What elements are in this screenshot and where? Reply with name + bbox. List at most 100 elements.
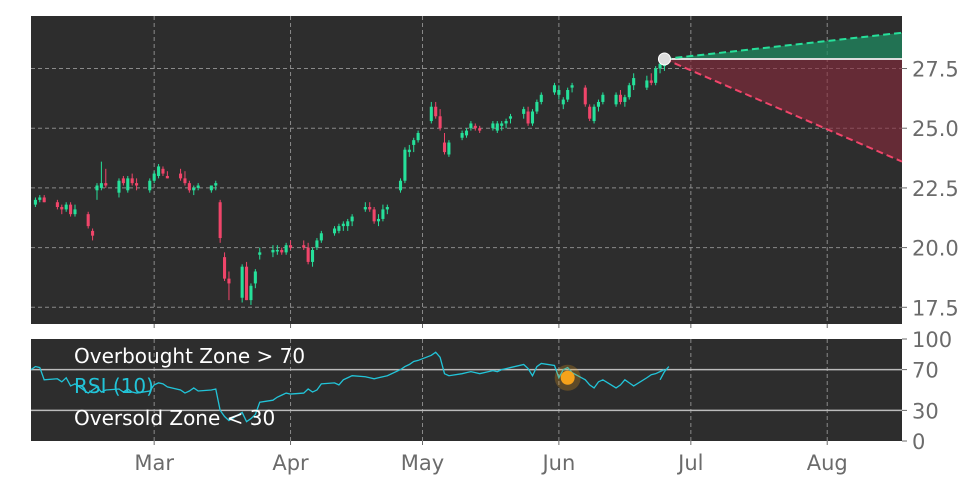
candle-body: [192, 187, 196, 191]
candle: [310, 247, 315, 267]
candle: [429, 101, 433, 124]
candle: [306, 242, 310, 265]
candle: [623, 94, 627, 107]
candle: [478, 125, 482, 133]
candle-body: [403, 149, 407, 181]
candle-body: [332, 228, 337, 234]
candle-body: [508, 116, 513, 119]
candle: [99, 161, 103, 191]
candle-body: [126, 178, 130, 191]
candle: [148, 178, 152, 193]
candle-body: [460, 132, 464, 138]
candle-body: [363, 207, 367, 210]
candle: [645, 75, 649, 91]
rsi-lines: [30, 351, 670, 423]
x-tick-label: May: [401, 451, 444, 475]
candle: [332, 226, 337, 236]
rsi-annotations: Overbought Zone > 70 RSI (10) Oversold Z…: [74, 344, 305, 430]
candle-body: [469, 123, 473, 129]
candle-body: [99, 183, 103, 188]
candle-body: [500, 123, 504, 126]
candle: [55, 199, 59, 210]
candle: [618, 90, 623, 105]
candle: [363, 202, 367, 212]
rsi-y-tick-label: 100: [912, 328, 952, 352]
candle: [592, 104, 596, 124]
candle: [104, 168, 108, 188]
oversold-zone-label: Oversold Zone < 30: [74, 406, 275, 430]
candle-body: [618, 94, 623, 102]
candle: [385, 204, 389, 215]
candle-body: [632, 78, 636, 86]
candle-body: [310, 249, 315, 262]
candle-body: [319, 233, 323, 241]
rsi-marker: [560, 370, 575, 385]
candle-body: [412, 140, 416, 145]
x-tick-label: Aug: [807, 451, 848, 475]
x-tick-label: Mar: [134, 451, 174, 475]
candle: [614, 92, 618, 107]
x-tick-label: Jun: [540, 451, 575, 475]
candle: [381, 204, 385, 222]
candle-body: [271, 249, 275, 253]
candle-body: [302, 245, 306, 248]
candle-body: [275, 249, 279, 252]
candle: [42, 195, 46, 203]
candle: [196, 183, 200, 191]
candle-body: [447, 142, 451, 155]
candle-body: [306, 247, 310, 262]
candle-body: [491, 123, 495, 129]
candle: [447, 140, 451, 157]
candle: [218, 199, 222, 243]
candle: [135, 178, 139, 191]
candle-body: [253, 271, 257, 284]
candle: [438, 109, 442, 131]
candle: [227, 271, 231, 301]
candle: [240, 264, 244, 303]
candle-body: [561, 99, 565, 105]
candle: [192, 185, 196, 196]
candle: [508, 113, 513, 124]
candle: [126, 175, 130, 193]
candle-body: [381, 209, 385, 219]
candle: [539, 92, 543, 105]
candle: [38, 195, 42, 203]
lower-projection-line: [664, 58, 903, 163]
candle: [319, 230, 323, 243]
candle-body: [570, 85, 574, 88]
candle: [530, 109, 535, 126]
candle: [271, 245, 275, 258]
candle-body: [645, 80, 649, 88]
candle: [64, 202, 68, 212]
rsi-y-axis: 0 30 70 100: [902, 328, 952, 454]
candle-body: [535, 101, 539, 112]
candle-body: [596, 101, 601, 107]
candle-body: [240, 266, 244, 298]
candle-body: [539, 94, 543, 102]
candle-body: [376, 218, 381, 222]
candle: [491, 121, 495, 131]
rsi-gridlines: [31, 339, 902, 441]
candle: [570, 82, 574, 93]
candle-body: [179, 173, 183, 179]
candle-body: [95, 185, 99, 191]
candle-body: [438, 116, 442, 129]
candle: [535, 99, 539, 114]
candle: [583, 85, 587, 107]
candle: [130, 173, 134, 186]
candle: [416, 130, 420, 143]
candle: [376, 214, 381, 227]
price-y-tick-label: 20.0: [912, 237, 959, 261]
candle-body: [284, 245, 288, 253]
candle: [601, 92, 605, 105]
candle: [289, 240, 293, 250]
rsi-y-tick-label: 0: [912, 430, 925, 454]
candle-body: [69, 204, 73, 215]
candle: [403, 147, 407, 184]
candle-body: [196, 185, 200, 188]
candle-body: [649, 80, 653, 83]
candle-body: [187, 183, 191, 191]
lower-projection-area: [664, 58, 902, 162]
candle: [566, 87, 570, 102]
candle: [249, 283, 253, 305]
